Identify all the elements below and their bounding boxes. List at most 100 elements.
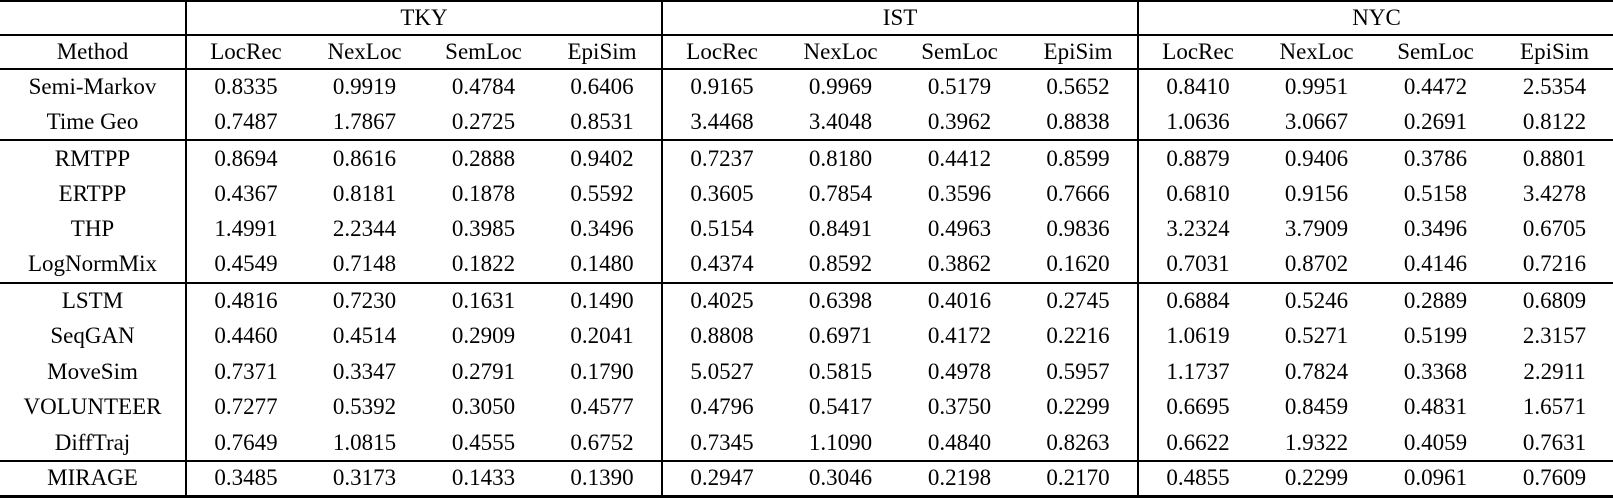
value-cell: 0.3050 [451,394,516,420]
value-cell: 0.8616 [305,139,424,176]
value-cell: 0.4796 [661,389,782,426]
value-cell: 0.7609 [1495,459,1613,497]
value-cell: 0.4831 [1403,394,1468,420]
value-cell: 0.1878 [451,180,516,206]
value-cell: 0.2791 [451,358,516,384]
value-cell: 0.5652 [1046,74,1110,100]
value-cell: 0.6622 [1137,425,1258,461]
table-row: Time Geo 0.7487 1.7867 0.2725 0.8531 3.4468 3.… [0,104,1613,141]
value-cell: 1.9322 [1284,429,1349,455]
value-cell: 0.7487 [185,104,305,141]
value-cell: 0.9406 [1257,139,1377,176]
value-cell: 1.1090 [808,429,873,455]
value-cell: 2.2911 [1523,358,1586,384]
value-cell: 1.4991 [185,211,305,248]
value-cell: 1.7867 [332,108,397,134]
method-cell: DiffTraj [54,429,131,455]
value-cell: 0.3347 [332,358,397,384]
value-cell: 0.8263 [1046,429,1110,455]
value-cell: 0.5271 [1284,323,1349,349]
metric-header: SemLoc [900,35,1020,70]
value-cell: 0.8122 [1522,108,1587,134]
dataset-group-row: TKY IST NYC [0,1,1613,36]
value-cell: 0.2216 [1046,323,1110,349]
method-cell: MoveSim [47,358,138,384]
value-cell: 0.3605 [661,175,782,212]
value-cell: 0.9156 [1284,180,1349,206]
value-cell: 0.9165 [661,69,782,105]
value-cell: 0.6971 [808,323,873,349]
value-cell: 0.7237 [661,139,782,176]
value-cell: 1.1737 [1137,354,1258,390]
method-cell: Semi-Markov [28,74,157,100]
value-cell: 1.0815 [332,429,397,455]
value-cell: 0.7148 [332,251,397,277]
value-cell: 0.8459 [1284,394,1349,420]
value-cell: 0.3786 [1376,139,1496,176]
value-cell: 0.8181 [332,180,397,206]
method-cell: SeqGAN [50,323,135,349]
metric-header: EpiSim [543,35,663,70]
value-cell: 0.3046 [781,459,901,497]
value-cell: 0.9969 [808,74,873,100]
table-row: THP 1.4991 2.2344 0.3985 0.3496 0.5154 0.8491 0… [0,211,1613,248]
value-cell: 0.7666 [1046,180,1110,206]
value-cell: 0.4963 [927,216,992,242]
value-cell: 1.0636 [1137,104,1258,141]
value-cell: 0.1631 [424,281,543,319]
metric-header-row: Method LocRec NexLoc SemLoc EpiSim LocRe… [0,35,1613,70]
value-cell: 0.6695 [1137,389,1258,426]
table-row: Semi-Markov 0.8335 0.9919 0.4784 0.6406 0.916… [0,69,1613,105]
value-cell: 0.2725 [451,108,516,134]
value-cell: 0.2041 [570,323,634,349]
value-cell: 0.8808 [661,318,782,354]
value-cell: 0.5592 [570,180,634,206]
value-cell: 0.7854 [808,180,873,206]
value-cell: 0.1390 [543,459,663,497]
value-cell: 0.4146 [1403,251,1468,277]
table-row: LSTM 0.4816 0.7230 0.1631 0.1490 0.4025 0.6398… [0,281,1613,319]
value-cell: 0.4016 [900,281,1020,319]
metric-header: SemLoc [1376,35,1496,70]
table-row: VOLUNTEER 0.7277 0.5392 0.3050 0.4577 0.4796 0… [0,389,1613,426]
value-cell: 0.6884 [1137,281,1258,319]
value-cell: 0.3173 [305,459,424,497]
value-cell: 2.2344 [332,216,397,242]
value-cell: 0.5417 [808,394,873,420]
method-column-header: Method [0,35,186,70]
value-cell: 0.3862 [927,251,992,277]
value-cell: 0.5815 [808,358,873,384]
value-cell: 0.0961 [1376,459,1496,497]
value-cell: 0.5199 [1403,323,1468,349]
method-cell: LSTM [0,281,186,319]
value-cell: 0.4840 [927,429,992,455]
table-row: MIRAGE 0.3485 0.3173 0.1433 0.1390 0.2947 0.30… [0,459,1613,497]
value-cell: 0.3985 [451,216,516,242]
value-cell: 0.6406 [570,74,634,100]
value-cell: 0.7649 [185,425,305,461]
method-cell: ERTPP [58,180,127,206]
value-cell: 0.4514 [332,323,397,349]
table-row: LogNormMix 0.4549 0.7148 0.1822 0.1480 0.4374… [0,247,1613,283]
value-cell: 0.8180 [781,139,901,176]
value-cell: 0.6705 [1522,216,1587,242]
value-cell: 0.4059 [1403,429,1468,455]
value-cell: 0.5179 [927,74,992,100]
value-cell: 0.8879 [1137,139,1258,176]
value-cell: 0.5392 [332,394,397,420]
value-cell: 3.2324 [1137,211,1258,248]
value-cell: 0.4784 [451,74,516,100]
value-cell: 0.2947 [661,459,782,497]
value-cell: 0.1433 [424,459,543,497]
method-cell: RMTPP [0,139,186,176]
value-cell: 1.0619 [1137,318,1258,354]
value-cell: 2.5354 [1522,74,1587,100]
value-cell: 0.1822 [451,251,516,277]
value-cell: 0.3496 [1403,216,1468,242]
value-cell: 0.4577 [570,394,634,420]
value-cell: 0.2745 [1019,281,1139,319]
table-row: RMTPP 0.8694 0.8616 0.2888 0.9402 0.7237 0.818… [0,139,1613,176]
value-cell: 0.4460 [185,318,305,354]
value-cell: 0.7345 [661,425,782,461]
value-cell: 0.2170 [1019,459,1139,497]
